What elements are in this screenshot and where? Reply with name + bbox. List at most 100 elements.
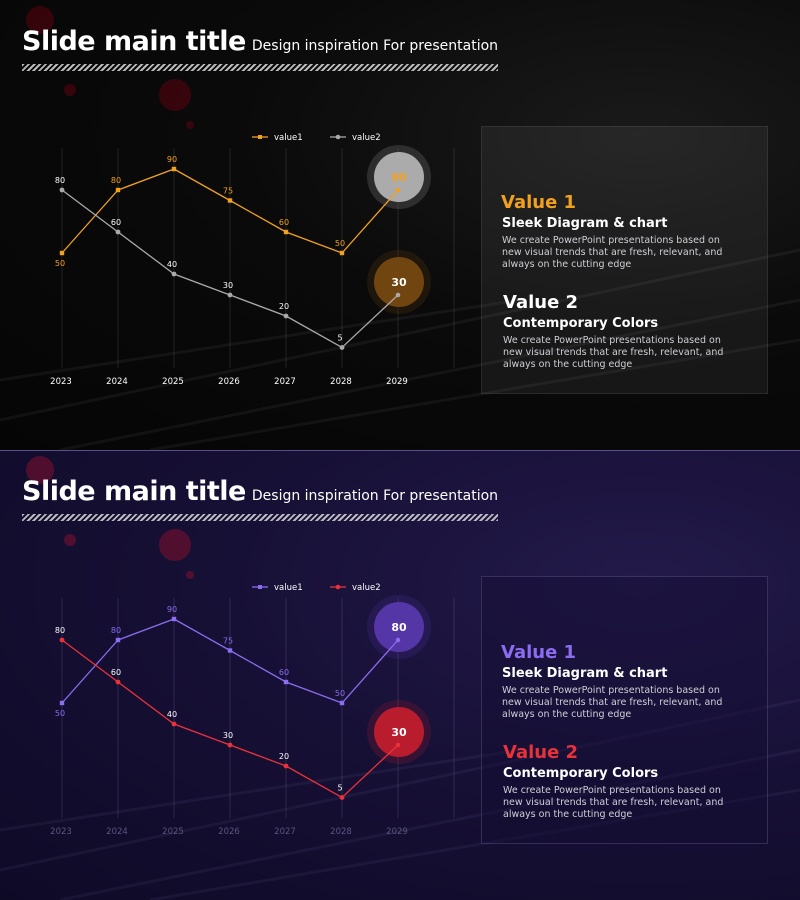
x-tick-label: 2024	[106, 827, 128, 837]
data-point	[395, 187, 401, 193]
value2-body: We create PowerPoint presentations based…	[503, 335, 724, 370]
data-label: 30	[223, 731, 233, 740]
title-underline-hatch	[22, 514, 498, 521]
data-label: 50	[335, 239, 345, 248]
data-label: 30	[223, 281, 233, 290]
x-tick-label: 2028	[330, 827, 352, 837]
data-point	[115, 229, 121, 235]
data-label: 5	[337, 784, 342, 793]
highlight-value: 80	[391, 171, 407, 184]
legend-marker	[258, 135, 262, 139]
legend-marker	[258, 585, 262, 589]
data-label: 20	[279, 302, 289, 311]
highlight-value: 30	[391, 726, 407, 739]
highlight-value: 30	[391, 276, 407, 289]
data-label: 80	[111, 626, 121, 635]
data-point	[283, 763, 289, 769]
data-point	[227, 198, 233, 203]
data-point	[339, 250, 345, 256]
legend-label: value2	[352, 133, 381, 143]
legend-label: value1	[274, 133, 303, 143]
info-panel	[481, 576, 768, 844]
data-point	[395, 637, 401, 643]
x-tick-label: 2023	[50, 377, 72, 387]
value1-subheading: Sleek Diagram & chart	[502, 216, 668, 231]
line-chart: 2023 2024 2025 2026 2027 2028 2029 80 30 50 80 90 75…	[50, 583, 455, 837]
data-point	[115, 187, 121, 193]
x-tick-label: 2029	[386, 377, 408, 387]
value2-heading: Value 2	[503, 292, 579, 313]
data-point	[283, 313, 289, 319]
data-label: 50	[55, 259, 65, 268]
x-tick-label: 2023	[50, 827, 72, 837]
data-label: 75	[223, 187, 233, 196]
x-tick-label: 2029	[386, 827, 408, 837]
data-label: 40	[167, 710, 177, 719]
data-label: 80	[55, 626, 65, 635]
x-tick-label: 2024	[106, 377, 128, 387]
slide-subtitle: Design inspiration For presentation	[251, 38, 499, 54]
highlight-value: 80	[391, 621, 407, 634]
data-point	[283, 679, 289, 685]
x-tick-label: 2026	[218, 377, 240, 387]
slide-title: Slide main title	[22, 26, 246, 57]
data-point	[171, 721, 177, 727]
data-point	[395, 292, 401, 298]
value1-subheading: Sleek Diagram & chart	[502, 666, 668, 681]
data-label: 60	[279, 668, 289, 677]
data-point	[339, 345, 345, 350]
value2-heading: Value 2	[503, 742, 579, 763]
value2-highlight-bubble: 30	[367, 700, 431, 764]
data-label: 90	[167, 155, 177, 164]
data-point	[115, 637, 121, 643]
value1-heading: Value 1	[501, 642, 577, 663]
data-point	[59, 700, 65, 706]
value1-body: We create PowerPoint presentations based…	[502, 685, 723, 720]
value2-body: We create PowerPoint presentations based…	[503, 785, 724, 820]
data-point	[339, 700, 345, 706]
value1-body: We create PowerPoint presentations based…	[502, 235, 723, 270]
data-point	[283, 229, 289, 235]
data-point	[171, 166, 177, 172]
value1-highlight-bubble: 80	[367, 145, 431, 209]
x-tick-label: 2027	[274, 377, 296, 387]
data-label: 80	[111, 176, 121, 185]
legend-marker	[335, 134, 341, 140]
data-point	[59, 187, 65, 193]
data-label: 50	[335, 689, 345, 698]
slide-title: Slide main title	[22, 476, 246, 507]
x-tick-label: 2027	[274, 827, 296, 837]
x-tick-label: 2026	[218, 827, 240, 837]
info-panel	[481, 126, 768, 394]
data-label: 75	[223, 637, 233, 646]
data-label: 20	[279, 752, 289, 761]
data-point	[227, 292, 233, 298]
slide-dark: Slide main title Design inspiration For …	[0, 0, 800, 450]
data-label: 80	[55, 176, 65, 185]
value1-highlight-bubble: 80	[367, 595, 431, 659]
title-underline-hatch	[22, 64, 498, 71]
data-point	[339, 795, 345, 800]
legend-marker	[335, 584, 341, 590]
legend-label: value1	[274, 583, 303, 593]
data-point	[171, 271, 177, 277]
data-label: 60	[111, 218, 121, 227]
x-tick-label: 2028	[330, 377, 352, 387]
data-point	[59, 637, 65, 643]
data-point	[59, 250, 65, 256]
value1-heading: Value 1	[501, 192, 577, 213]
slide-purple: Slide main title Design inspiration For …	[0, 450, 800, 900]
data-label: 60	[111, 668, 121, 677]
chart-legend: value1 value2	[252, 583, 381, 593]
x-tick-label: 2025	[162, 827, 184, 837]
data-point	[227, 648, 233, 653]
chart-legend: value1 value2	[252, 133, 381, 143]
legend-label: value2	[352, 583, 381, 593]
data-point	[115, 679, 121, 685]
x-tick-label: 2025	[162, 377, 184, 387]
line-chart: 2023 2024 2025 2026 2027 2028 2029 80 30 50 80 90 75…	[50, 133, 455, 387]
value2-highlight-bubble: 30	[367, 250, 431, 314]
data-point	[395, 742, 401, 748]
slide-subtitle: Design inspiration For presentation	[251, 488, 499, 504]
data-label: 60	[279, 218, 289, 227]
